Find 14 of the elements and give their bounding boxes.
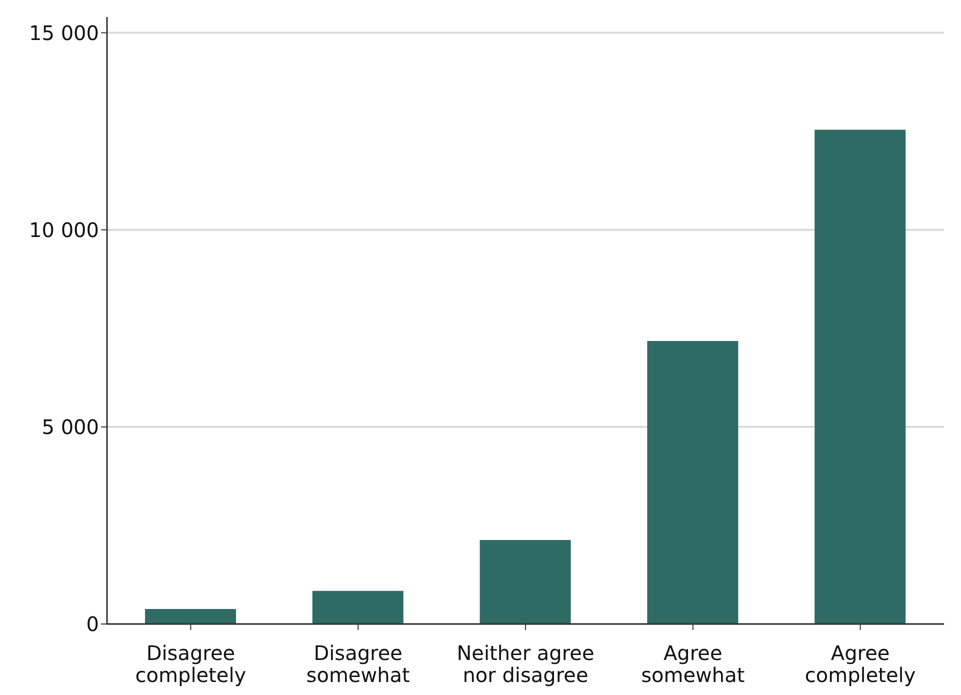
x-tick-label: Disagree somewhat: [306, 641, 410, 687]
bar: [480, 540, 571, 624]
y-tick-label: 5 000: [42, 415, 99, 440]
y-tick-label: 15 000: [29, 20, 99, 45]
x-tick-label: Neither agree nor disagree: [456, 641, 594, 687]
y-tick-label: 0: [86, 612, 99, 636]
bar: [814, 130, 906, 624]
bar: [647, 340, 738, 624]
bar: [312, 590, 404, 624]
bar: [145, 609, 236, 624]
x-tick-label: Disagree completely: [135, 641, 246, 687]
x-tick-label: Agree somewhat: [641, 641, 745, 687]
x-tick-label: Agree completely: [804, 641, 916, 687]
y-tick-label: 10 000: [29, 218, 99, 242]
